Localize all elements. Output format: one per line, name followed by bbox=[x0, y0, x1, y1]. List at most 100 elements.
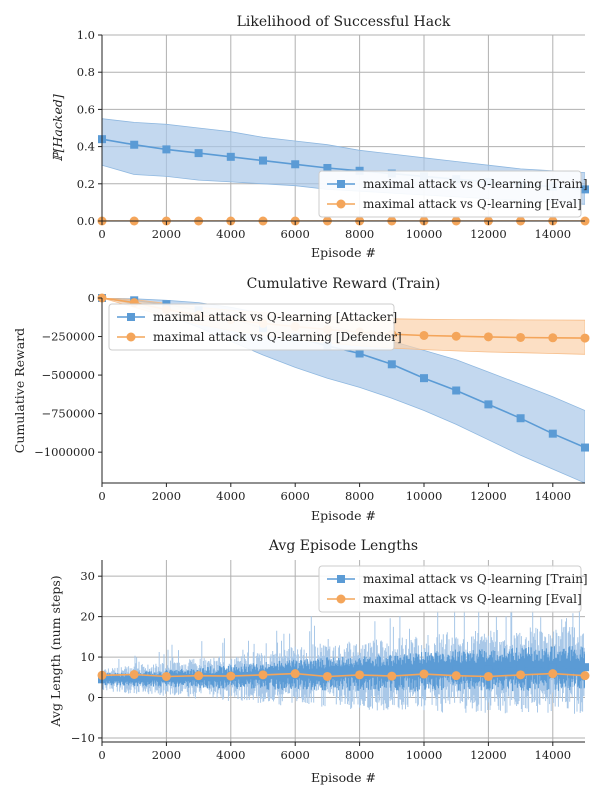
series-1-point bbox=[452, 665, 461, 674]
series-1-point bbox=[420, 374, 428, 383]
y-tick-label: 0.2 bbox=[77, 177, 95, 191]
series-1-point bbox=[291, 160, 300, 169]
x-tick-label: 0 bbox=[98, 489, 105, 503]
x-tick-label: 14000 bbox=[535, 227, 572, 241]
series-1-point bbox=[130, 140, 139, 149]
series-1-point bbox=[484, 665, 493, 674]
x-tick-label: 0 bbox=[98, 227, 105, 241]
chart-title: Likelihood of Successful Hack bbox=[237, 14, 451, 30]
y-tick-label: −1000000 bbox=[34, 445, 95, 459]
series-1-point bbox=[259, 156, 267, 165]
series-2-point bbox=[516, 670, 526, 680]
x-tick-label: 2000 bbox=[152, 748, 181, 762]
series-2-point bbox=[355, 670, 365, 680]
series-2-point bbox=[580, 671, 590, 681]
legend-marker bbox=[336, 199, 346, 209]
chart-title: Avg Episode Lengths bbox=[268, 538, 418, 554]
legend-label: maximal attack vs Q-learning [Defender] bbox=[153, 330, 402, 344]
series-2-point bbox=[516, 332, 526, 342]
series-2-point bbox=[129, 669, 139, 679]
x-tick-label: 6000 bbox=[281, 748, 310, 762]
series-2-point bbox=[322, 671, 332, 681]
legend: maximal attack vs Q-learning [Train] maxi… bbox=[318, 170, 588, 218]
chart-2: 0 2000 4000 6000 8000 10000 12000 14000 0 −250000… bbox=[12, 276, 590, 523]
series-1-point bbox=[548, 429, 557, 438]
y-axis-label: ℙ[Hacked] bbox=[50, 94, 65, 162]
x-tick-label: 14000 bbox=[535, 489, 572, 503]
y-axis-label: Cumulative Reward bbox=[12, 328, 27, 453]
series-2-point bbox=[483, 671, 493, 681]
series-2-line bbox=[102, 672, 585, 678]
series-1-point bbox=[548, 663, 557, 672]
x-tick-label: 2000 bbox=[152, 489, 181, 503]
x-tick-label: 0 bbox=[98, 748, 105, 762]
series-1-point bbox=[581, 185, 589, 194]
chart-1: 0 2000 4000 6000 8000 10000 12000 14000 0.0 0.2 0.… bbox=[50, 14, 590, 260]
y-tick-label: 10 bbox=[80, 650, 95, 664]
legend-marker bbox=[337, 575, 345, 583]
series-2-point bbox=[483, 332, 493, 342]
chart-title: Cumulative Reward (Train) bbox=[247, 276, 441, 292]
legend: maximal attack vs Q-learning [Train] maxi… bbox=[318, 565, 588, 613]
x-tick-label: 8000 bbox=[345, 748, 374, 762]
series-1-point bbox=[387, 667, 396, 676]
legend-marker bbox=[336, 594, 346, 604]
series-2-point bbox=[419, 330, 429, 340]
x-tick-label: 14000 bbox=[535, 748, 572, 762]
y-tick-label: 0.6 bbox=[77, 102, 95, 116]
series-2-point bbox=[226, 671, 236, 681]
series-1-point bbox=[226, 152, 235, 161]
y-tick-label: −500000 bbox=[41, 368, 95, 382]
legend-box bbox=[108, 303, 395, 351]
series-2-point bbox=[419, 669, 429, 679]
y-tick-label: −10 bbox=[71, 731, 95, 745]
x-axis-label: Episode # bbox=[311, 770, 376, 785]
legend-marker bbox=[126, 332, 136, 342]
series-1-point bbox=[452, 386, 461, 395]
x-tick-label: 12000 bbox=[470, 748, 507, 762]
x-axis-label: Episode # bbox=[311, 508, 376, 523]
legend: maximal attack vs Q-learning [Attacker] m… bbox=[108, 303, 402, 351]
x-tick-label: 10000 bbox=[406, 489, 443, 503]
series-1-point bbox=[162, 145, 171, 154]
x-tick-label: 6000 bbox=[281, 489, 310, 503]
x-tick-label: 8000 bbox=[345, 227, 374, 241]
legend-box bbox=[318, 170, 582, 218]
y-tick-label: 0.8 bbox=[77, 65, 95, 79]
series-2-point bbox=[548, 333, 558, 343]
series-2-point bbox=[290, 669, 300, 679]
series-1-point bbox=[581, 443, 589, 452]
series-2-point bbox=[161, 671, 171, 681]
x-tick-label: 8000 bbox=[345, 489, 374, 503]
x-tick-label: 4000 bbox=[216, 748, 245, 762]
y-tick-label: 0.4 bbox=[77, 140, 95, 154]
series-2-point bbox=[451, 331, 461, 341]
y-tick-label: 0 bbox=[88, 691, 95, 705]
legend-marker bbox=[127, 313, 135, 321]
legend-marker bbox=[337, 180, 345, 188]
x-tick-label: 12000 bbox=[470, 227, 507, 241]
series-1-point bbox=[484, 400, 493, 409]
x-tick-label: 2000 bbox=[152, 227, 181, 241]
series-2-point bbox=[258, 670, 268, 680]
y-tick-label: 20 bbox=[80, 610, 95, 624]
y-tick-label: 1.0 bbox=[77, 28, 95, 42]
legend-label: maximal attack vs Q-learning [Attacker] bbox=[153, 310, 397, 324]
series-2-point bbox=[451, 671, 461, 681]
y-tick-label: −250000 bbox=[41, 330, 95, 344]
legend-label: maximal attack vs Q-learning [Train] bbox=[363, 177, 588, 191]
x-tick-label: 10000 bbox=[406, 748, 443, 762]
x-tick-label: 12000 bbox=[470, 489, 507, 503]
series-1-point bbox=[355, 349, 364, 358]
x-tick-label: 4000 bbox=[216, 227, 245, 241]
legend-box bbox=[318, 565, 582, 613]
series-1-point bbox=[516, 414, 525, 423]
series-1-point bbox=[387, 360, 396, 369]
series-1-point bbox=[323, 163, 332, 172]
y-tick-label: 0.0 bbox=[77, 214, 95, 228]
x-axis-label: Episode # bbox=[311, 245, 376, 260]
series-2-point bbox=[387, 671, 397, 681]
legend-label: maximal attack vs Q-learning [Eval] bbox=[363, 592, 582, 606]
y-tick-label: 0 bbox=[88, 291, 95, 305]
